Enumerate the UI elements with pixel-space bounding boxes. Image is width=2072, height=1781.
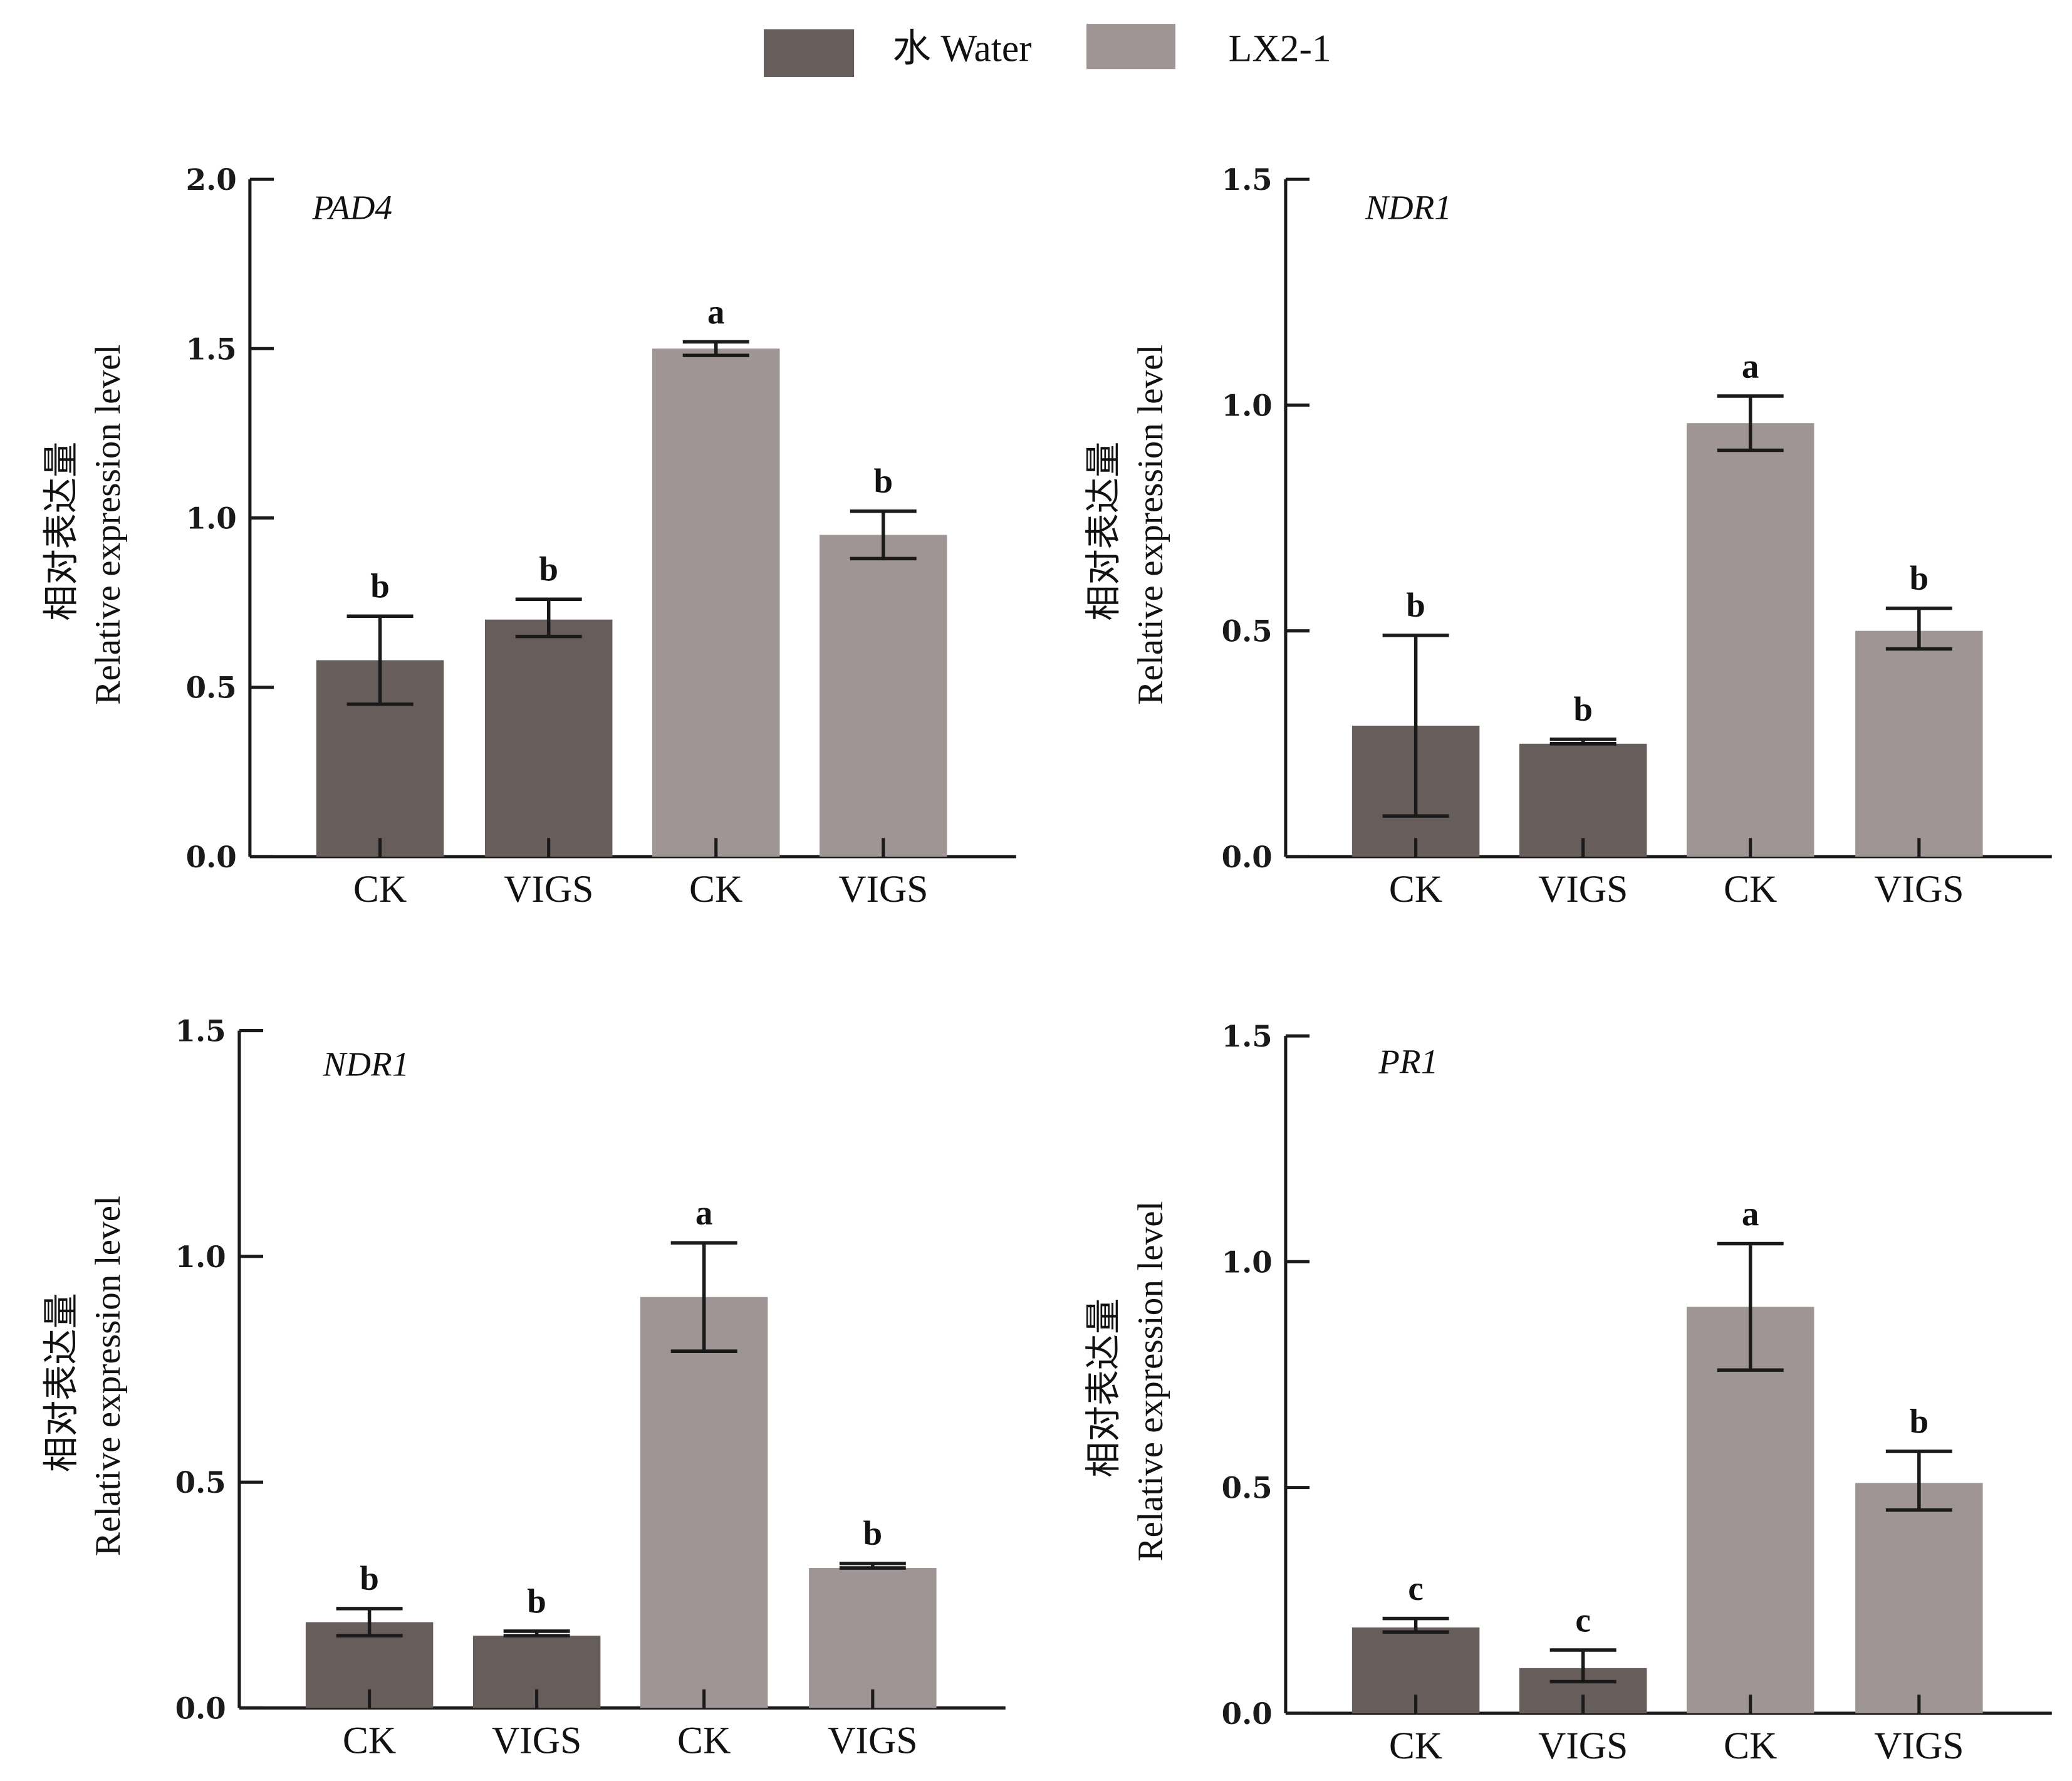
legend: 水 Water LX2-1 [764,24,1331,77]
gene-title: PAD4 [311,189,392,227]
y-tick-label: 1.5 [175,1014,226,1048]
y-tick-label: 1.0 [1222,1245,1273,1279]
gene-title: NDR1 [322,1045,409,1084]
x-tick-label: CK [1724,1725,1777,1767]
y-axis-label: Relative expression level [88,345,128,705]
x-tick-label: VIGS [1538,868,1628,911]
y-axis-label: Relative expression level [1131,1201,1170,1561]
y-tick-label: 0.0 [186,840,237,874]
bar [640,1297,768,1708]
bar [1686,1307,1814,1713]
y-axis-label-cn: 相对表达量 [1085,442,1124,621]
x-tick-label: VIGS [504,868,593,911]
y-tick-label: 1.0 [1222,388,1273,422]
y-axis-label-cn: 相对表达量 [42,442,81,621]
significance-label: c [1575,1601,1590,1639]
x-tick-label: CK [1389,868,1442,911]
y-tick-label: 0.5 [186,671,237,705]
bar [484,619,613,857]
significance-label: b [873,462,893,500]
bar [820,535,947,857]
y-tick-label: 0.5 [1222,614,1273,649]
significance-label: b [1910,559,1929,597]
x-tick-label: CK [677,1719,731,1762]
legend-label-lx2-1: LX2-1 [1229,27,1331,70]
significance-label: b [1573,690,1593,728]
bar [1855,630,1983,857]
x-tick-label: VIGS [838,868,928,911]
legend-swatch-lx2-1 [1086,24,1176,70]
significance-label: b [360,1559,379,1597]
chart-panel-3: 0.0 0.5 1.0 1.5 NDR1 相对表达量 Relative expression… [42,1014,1006,1762]
significance-label: c [1408,1569,1423,1607]
y-axis-label: Relative expression level [88,1196,128,1556]
bar [1686,423,1814,857]
y-tick-label: 1.5 [1222,1019,1273,1053]
y-tick-label: 2.0 [186,162,237,197]
x-tick-label: CK [343,1719,396,1762]
y-tick-label: 0.0 [1222,1696,1273,1731]
bar [652,348,780,857]
x-tick-label: VIGS [492,1719,581,1762]
y-tick-label: 1.5 [1222,162,1273,197]
legend-label-water: 水 Water [893,27,1032,70]
significance-label: a [1742,347,1759,385]
x-tick-label: VIGS [1874,868,1964,911]
bar [1855,1483,1983,1713]
significance-label: b [370,567,390,605]
significance-label: b [539,550,558,588]
chart-panel-4: 0.0 0.5 1.0 1.5 PR1 相对表达量 Relative expression … [1085,1019,2052,1767]
y-tick-label: 1.0 [175,1240,226,1274]
significance-label: b [1406,586,1425,624]
y-tick-label: 1.0 [186,501,237,535]
x-tick-label: VIGS [1874,1725,1964,1767]
y-axis-label-cn: 相对表达量 [1085,1298,1124,1478]
x-tick-label: CK [1724,868,1777,911]
significance-label: b [527,1582,546,1620]
significance-label: a [707,293,725,331]
significance-label: a [695,1194,713,1232]
x-tick-label: VIGS [828,1719,917,1762]
bar [809,1568,937,1708]
bar [1519,743,1647,857]
gene-title: PR1 [1378,1042,1438,1080]
significance-label: b [1910,1402,1929,1440]
x-tick-label: CK [689,868,742,911]
chart-panel-2: 0.0 0.5 1.0 1.5 NDR1 相对表达量 Relative expression… [1085,162,2052,911]
y-axis-label: Relative expression level [1131,345,1170,705]
legend-swatch-water [764,29,855,77]
y-axis-label-cn: 相对表达量 [42,1293,81,1472]
y-tick-label: 0.5 [175,1465,226,1500]
x-tick-label: CK [1389,1725,1442,1767]
y-tick-label: 0.0 [175,1691,226,1725]
x-tick-label: VIGS [1538,1725,1628,1767]
y-tick-label: 0.0 [1222,840,1273,874]
y-tick-label: 1.5 [186,332,237,366]
significance-label: b [863,1514,883,1552]
chart-panel-1: 0.0 0.5 1.0 1.5 2.0 PAD4 相对表达量 Relative express… [42,162,1016,911]
x-tick-label: CK [353,868,407,911]
gene-title: NDR1 [1365,189,1452,227]
significance-label: a [1742,1194,1759,1233]
y-tick-label: 0.5 [1222,1471,1273,1505]
